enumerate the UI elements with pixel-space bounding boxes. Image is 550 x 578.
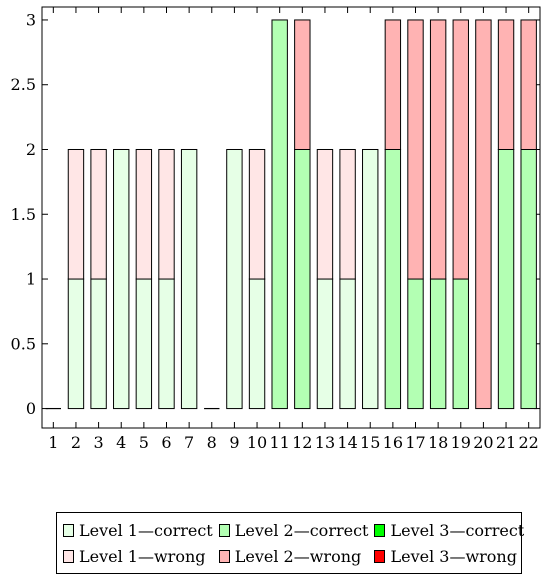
bar-segment-16-4 — [384, 19, 402, 150]
legend-item-level1-wrong: Level 1—wrong — [63, 547, 213, 566]
legend-label: Level 2—correct — [234, 520, 369, 540]
legend-swatch — [218, 549, 230, 563]
legend-swatch — [374, 523, 386, 537]
bar-segment-15-0 — [362, 148, 379, 410]
bar-segment-21-4 — [497, 19, 515, 150]
x-tick-label: 10 — [247, 433, 267, 452]
x-tick-label: 5 — [139, 433, 149, 452]
y-tick-label: 1 — [26, 270, 36, 289]
bar-segment-21-1 — [497, 148, 515, 410]
x-tick-label: 18 — [428, 433, 448, 452]
x-tick-label: 22 — [519, 433, 539, 452]
x-tick-label: 17 — [405, 433, 425, 452]
bar-segment-5-0 — [135, 278, 153, 410]
bar-segment-12-4 — [294, 19, 311, 150]
x-tick-label: 4 — [116, 433, 126, 452]
legend-swatch — [218, 523, 230, 537]
bar-segment-18-4 — [429, 19, 447, 280]
bar-segment-7-0 — [180, 148, 198, 410]
legend-label: Level 1—correct — [79, 520, 213, 540]
legend-item-level2-wrong: Level 2—wrong — [218, 546, 369, 566]
x-tick-label: 14 — [337, 433, 357, 452]
x-tick-label: 15 — [360, 433, 380, 452]
y-axis: 0 0.5 1 1.5 2 2.5 3 — [11, 10, 540, 418]
legend-item-level1-correct: Level 1—correct — [63, 521, 213, 540]
bar-segment-14-0 — [339, 278, 356, 410]
bar-segment-11-1 — [271, 19, 288, 410]
bar-segment-17-4 — [407, 19, 424, 280]
legend-label: Level 3—correct — [390, 520, 525, 540]
bar-segment-5-3 — [135, 148, 153, 280]
x-tick-label: 9 — [229, 433, 239, 452]
bar-segment-13-0 — [316, 278, 334, 410]
bar-segment-2-0 — [67, 278, 85, 410]
bar-segment-19-4 — [452, 19, 469, 280]
legend-item-level3-correct: Level 3—correct — [374, 521, 524, 540]
x-tick-label: 11 — [270, 433, 290, 452]
x-tick-label: 2 — [71, 433, 81, 452]
bar-segment-22-4 — [520, 19, 537, 150]
x-tick-label: 7 — [184, 433, 194, 452]
y-tick-label: 2 — [26, 140, 36, 159]
x-tick-label: 1 — [48, 433, 58, 452]
legend: Level 1—correct Level 2—correct Level 3—… — [56, 512, 524, 574]
bar-segment-6-3 — [158, 148, 175, 280]
stacked-bar-chart: 00.511.522.53 1 2 3 4 5 6 7 8 9 10 11 12 13 14 15 16 17 1… — [11, 6, 541, 452]
y-tick-label: 3 — [26, 10, 36, 29]
y-tick-label: 0 — [26, 399, 36, 418]
bar-segment-19-1 — [452, 278, 469, 410]
bar-segment-10-3 — [248, 148, 266, 280]
x-tick-label: 20 — [473, 433, 493, 452]
x-tick-label: 16 — [383, 433, 403, 452]
bars — [45, 19, 537, 410]
bar-segment-9-0 — [226, 148, 243, 410]
plot-frame — [41, 6, 541, 429]
x-tick-label: 21 — [496, 433, 516, 452]
bar-segment-22-1 — [520, 148, 537, 410]
bar-segment-4-0 — [113, 148, 130, 410]
bar-segment-18-1 — [429, 278, 447, 410]
bar-segment-17-1 — [407, 278, 424, 410]
x-tick-label: 8 — [207, 433, 217, 452]
x-tick-label: 12 — [292, 433, 312, 452]
x-tick-label: 13 — [315, 433, 335, 452]
x-tick-label: 6 — [161, 433, 171, 452]
bar-segment-20-4 — [475, 19, 492, 410]
y-tick-label: 2.5 — [11, 75, 36, 94]
legend-label: Level 3—wrong — [390, 546, 517, 566]
bar-segment-16-1 — [384, 148, 402, 410]
bar-segment-14-3 — [339, 148, 356, 280]
bar-segment-3-3 — [90, 148, 107, 280]
legend-label: Level 1—wrong — [79, 546, 206, 566]
x-axis: 1 2 3 4 5 6 7 8 9 10 11 12 13 14 15 16 17 18 19 20 21 22 — [48, 7, 539, 452]
x-tick-label: 19 — [451, 433, 471, 452]
legend-swatch — [63, 549, 74, 563]
legend-label: Level 2—wrong — [234, 546, 362, 566]
x-tick-label: 3 — [93, 433, 103, 452]
y-tick-label: 1.5 — [11, 205, 36, 224]
legend-item-level3-wrong: Level 3—wrong — [374, 547, 524, 566]
y-tick-label: 0.5 — [11, 334, 36, 353]
bar-segment-10-0 — [248, 278, 266, 410]
legend-item-level2-correct: Level 2—correct — [218, 520, 369, 540]
bar-segment-13-3 — [316, 148, 334, 280]
bar-segment-2-3 — [67, 148, 85, 280]
bar-segment-12-1 — [294, 148, 311, 410]
legend-swatch — [63, 523, 74, 537]
legend-swatch — [374, 549, 386, 563]
bar-segment-3-0 — [90, 278, 107, 410]
bar-segment-6-0 — [158, 278, 175, 410]
